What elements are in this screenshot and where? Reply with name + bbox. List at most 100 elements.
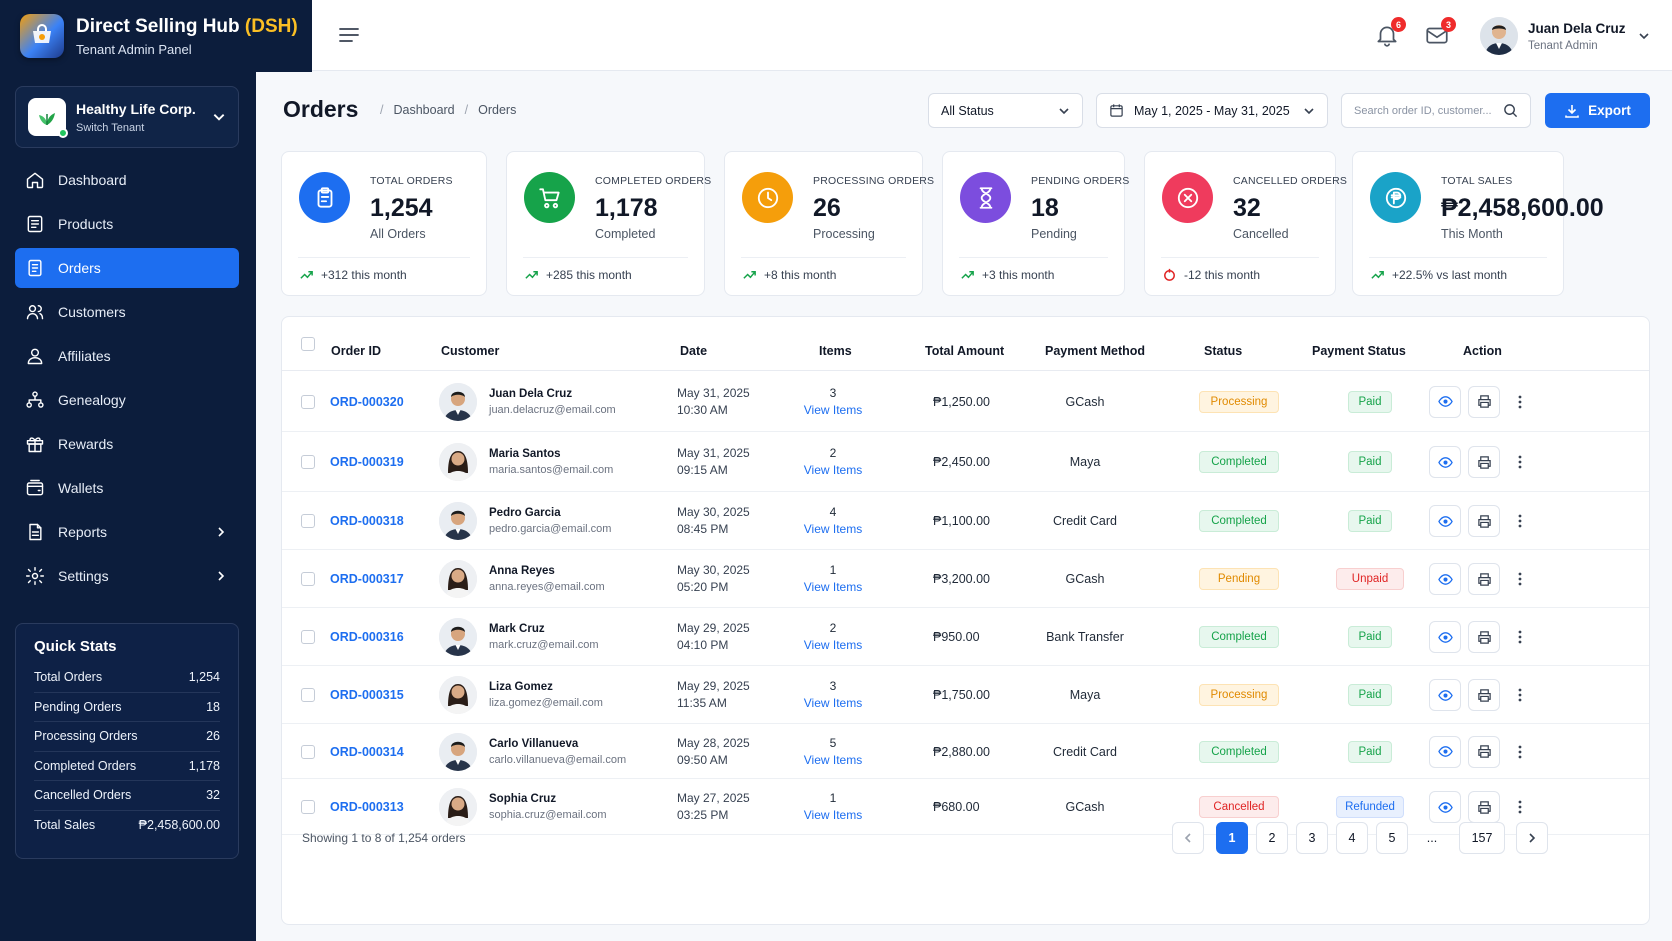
- eye-icon: [1437, 396, 1453, 407]
- pagination-page[interactable]: 3: [1296, 822, 1328, 854]
- status-badge: Processing: [1199, 390, 1279, 413]
- row-checkbox[interactable]: [301, 688, 315, 702]
- view-order-button[interactable]: [1429, 385, 1461, 418]
- more-options-icon[interactable]: [1512, 571, 1528, 587]
- customer-name: Anna Reyes: [489, 565, 555, 577]
- sidebar-item-label: Settings: [58, 568, 109, 584]
- print-order-button[interactable]: [1468, 385, 1500, 418]
- order-id-link[interactable]: ORD-000319: [330, 455, 404, 469]
- row-checkbox[interactable]: [301, 800, 315, 814]
- row-checkbox[interactable]: [301, 455, 315, 469]
- sidebar-item-products[interactable]: Products: [15, 204, 239, 244]
- table-row[interactable]: ORD-000320 Juan Dela Cruz juan.delacruz@…: [282, 371, 1649, 432]
- more-options-icon[interactable]: [1512, 629, 1528, 645]
- table-row[interactable]: ORD-000313 Sophia Cruz sophia.cruz@email…: [282, 779, 1649, 835]
- brand[interactable]: Direct Selling Hub (DSH) Tenant Admin Pa…: [0, 0, 312, 72]
- pagination-prev-button[interactable]: [1172, 822, 1204, 854]
- print-order-button[interactable]: [1468, 735, 1500, 768]
- more-options-icon[interactable]: [1512, 513, 1528, 529]
- view-order-button[interactable]: [1429, 446, 1461, 478]
- more-options-icon[interactable]: [1512, 799, 1528, 815]
- sidebar-item-genealogy[interactable]: Genealogy: [15, 380, 239, 420]
- order-id-link[interactable]: ORD-000320: [330, 394, 404, 409]
- view-items-link[interactable]: View Items: [803, 696, 863, 710]
- sidebar-item-reports[interactable]: Reports: [15, 512, 239, 552]
- status-badge: Completed: [1199, 740, 1279, 763]
- chevron-right-icon: [218, 571, 225, 581]
- sidebar-item-wallets[interactable]: Wallets: [15, 468, 239, 508]
- row-checkbox[interactable]: [301, 394, 315, 409]
- view-order-button[interactable]: [1429, 563, 1461, 595]
- order-id-link[interactable]: ORD-000313: [330, 800, 404, 814]
- view-items-link[interactable]: View Items: [803, 463, 863, 477]
- view-order-button[interactable]: [1429, 621, 1461, 653]
- print-order-button[interactable]: [1468, 446, 1500, 478]
- trend-up-icon: [961, 270, 974, 279]
- table-row[interactable]: ORD-000319 Maria Santos maria.santos@ema…: [282, 432, 1649, 492]
- order-id-link[interactable]: ORD-000317: [330, 572, 404, 586]
- table-row[interactable]: ORD-000317 Anna Reyes anna.reyes@email.c…: [282, 550, 1649, 608]
- sidebar-item-dashboard[interactable]: Dashboard: [15, 160, 239, 200]
- view-items-link[interactable]: View Items: [803, 580, 863, 594]
- table-row[interactable]: ORD-000314 Carlo Villanueva carlo.villan…: [282, 724, 1649, 779]
- order-id-link[interactable]: ORD-000318: [330, 514, 404, 528]
- view-items-link[interactable]: View Items: [803, 808, 863, 822]
- view-order-button[interactable]: [1429, 791, 1461, 823]
- stat-card-pending-orders: PENDING ORDERS 18 Pending +3 this month: [942, 151, 1129, 296]
- print-order-button[interactable]: [1468, 679, 1500, 711]
- sidebar-item-rewards[interactable]: Rewards: [15, 424, 239, 464]
- table-row[interactable]: ORD-000316 Mark Cruz mark.cruz@email.com…: [282, 608, 1649, 666]
- order-date: May 27, 2025 03:25 PM: [677, 791, 750, 822]
- pagination-last-page[interactable]: 157: [1459, 822, 1505, 854]
- table-row[interactable]: ORD-000318 Pedro Garcia pedro.garcia@ema…: [282, 492, 1649, 550]
- more-options-icon[interactable]: [1512, 687, 1528, 703]
- notifications-button[interactable]: 6: [1374, 17, 1406, 48]
- pagination-page[interactable]: 4: [1336, 822, 1368, 854]
- sidebar-item-label: Wallets: [58, 480, 104, 496]
- sidebar-item-customers[interactable]: Customers: [15, 292, 239, 332]
- date-range-picker[interactable]: May 1, 2025 - May 31, 2025: [1096, 93, 1328, 128]
- pagination-page[interactable]: 5: [1376, 822, 1408, 854]
- print-order-button[interactable]: [1468, 563, 1500, 595]
- more-options-icon[interactable]: [1512, 394, 1528, 410]
- stat-trend: +8 this month: [742, 267, 836, 282]
- view-order-button[interactable]: [1429, 735, 1461, 768]
- more-options-icon[interactable]: [1512, 454, 1528, 470]
- tenant-switcher[interactable]: Healthy Life Corp. Switch Tenant: [15, 86, 239, 148]
- select-all-checkbox[interactable]: [301, 337, 315, 351]
- messages-button[interactable]: 3: [1424, 17, 1456, 48]
- view-items-link[interactable]: View Items: [803, 638, 863, 652]
- order-id-link[interactable]: ORD-000315: [330, 688, 404, 702]
- order-id-link[interactable]: ORD-000316: [330, 630, 404, 644]
- row-checkbox[interactable]: [301, 572, 315, 586]
- menu-toggle-icon[interactable]: [338, 24, 360, 46]
- breadcrumb-dashboard[interactable]: Dashboard: [393, 103, 455, 117]
- print-order-button[interactable]: [1468, 505, 1500, 537]
- pagination-next-button[interactable]: [1516, 822, 1548, 854]
- sidebar-item-settings[interactable]: Settings: [15, 556, 239, 596]
- search-input[interactable]: Search order ID, customer...: [1341, 93, 1531, 128]
- pagination-page[interactable]: 2: [1256, 822, 1288, 854]
- export-button[interactable]: Export: [1545, 93, 1650, 128]
- sidebar-item-affiliates[interactable]: Affiliates: [15, 336, 239, 376]
- pagination-page[interactable]: 1: [1216, 822, 1248, 854]
- view-order-button[interactable]: [1429, 679, 1461, 711]
- table-row[interactable]: ORD-000315 Liza Gomez liza.gomez@email.c…: [282, 666, 1649, 724]
- view-order-button[interactable]: [1429, 505, 1461, 537]
- row-checkbox[interactable]: [301, 514, 315, 528]
- user-menu[interactable]: Juan Dela Cruz Tenant Admin: [1480, 17, 1650, 55]
- row-checkbox[interactable]: [301, 744, 315, 759]
- print-order-button[interactable]: [1468, 621, 1500, 653]
- status-filter-select[interactable]: All Status: [928, 93, 1083, 128]
- row-checkbox[interactable]: [301, 630, 315, 644]
- wallet-icon: [25, 478, 58, 498]
- payment-method: Maya: [1069, 455, 1101, 469]
- view-items-link[interactable]: View Items: [803, 752, 863, 767]
- view-items-link[interactable]: View Items: [803, 522, 863, 536]
- view-items-link[interactable]: View Items: [803, 402, 863, 417]
- order-id-link[interactable]: ORD-000314: [330, 744, 404, 759]
- sidebar-nav: Dashboard Products Orders Customers Affi…: [15, 160, 239, 600]
- sidebar-item-orders[interactable]: Orders: [15, 248, 239, 288]
- more-options-icon[interactable]: [1512, 744, 1528, 760]
- print-order-button[interactable]: [1468, 791, 1500, 823]
